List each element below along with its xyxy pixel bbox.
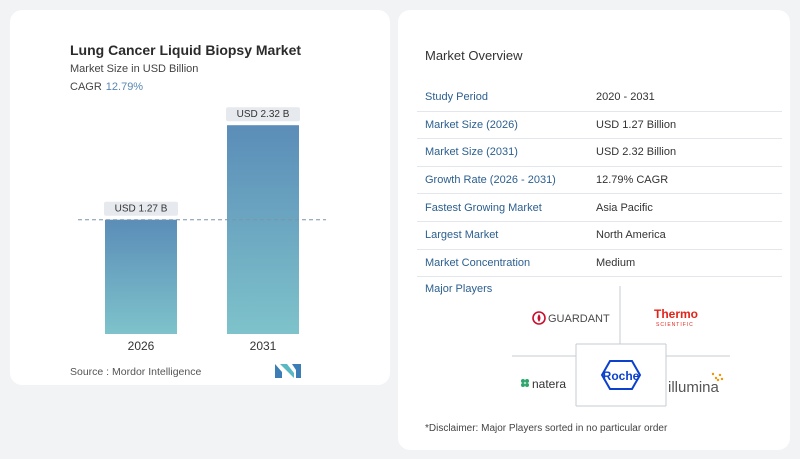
roche-wordmark: Roche (603, 369, 640, 383)
overview-row: Largest Market North America (417, 221, 782, 250)
overview-row: Growth Rate (2026 - 2031) 12.79% CAGR (417, 166, 782, 195)
data-label: USD 1.27 B (115, 204, 168, 215)
overview-row: Market Size (2026) USD 1.27 Billion (417, 111, 782, 140)
natera-dot-icon (525, 383, 529, 387)
natera-logo: natera (521, 377, 566, 391)
thermo-logo: Thermo SCIENTIFIC (654, 307, 698, 328)
data-label-bg (226, 107, 300, 122)
overview-key: Market Size (2031) (417, 138, 588, 167)
illumina-dot-icon (711, 372, 715, 376)
illumina-logo: illumina (668, 372, 724, 396)
source-note: Source : Mordor Intelligence (70, 366, 202, 378)
guardant-logo: GUARDANT (532, 311, 610, 325)
natera-wordmark: natera (532, 377, 566, 391)
cagr-label: CAGR (70, 81, 102, 93)
natera-dot-icon (521, 379, 525, 383)
roche-hexagon-icon (600, 360, 642, 390)
overview-table: Study Period 2020 - 2031 Market Size (2026… (417, 84, 782, 278)
overview-value: North America (588, 221, 782, 250)
chart-title: Lung Cancer Liquid Biopsy Market (70, 42, 302, 58)
thermo-subtitle: SCIENTIFIC (656, 322, 694, 328)
overview-key: Study Period (417, 84, 588, 112)
overview-value: USD 2.32 Billion (588, 138, 782, 167)
overview-row: Fastest Growing Market Asia Pacific (417, 193, 782, 222)
cagr-row: CAGR 12.79% (70, 81, 143, 93)
guardant-wordmark: GUARDANT (548, 313, 610, 325)
bar-chart: USD 1.27 B 2026 USD 2.32 B 2031 (78, 107, 326, 353)
overview-key: Growth Rate (2026 - 2031) (417, 166, 588, 195)
guardant-drop-icon (537, 314, 541, 322)
overview-value: 2020 - 2031 (588, 84, 782, 112)
overview-value: Medium (588, 249, 782, 278)
roche-logo: Roche (600, 360, 642, 390)
overview-row: Study Period 2020 - 2031 (417, 84, 782, 112)
overview-value: USD 1.27 Billion (588, 111, 782, 140)
chart-subtitle: Market Size in USD Billion (70, 63, 199, 75)
overview-key: Market Concentration (417, 249, 588, 278)
guardant-mark-icon (532, 311, 546, 325)
overview-key: Largest Market (417, 221, 588, 250)
illumina-dot-icon (716, 378, 720, 382)
major-players-title: Major Players (425, 283, 493, 295)
category-label: 2026 (128, 339, 155, 353)
overview-row: Market Size (2031) USD 2.32 Billion (417, 138, 782, 167)
thermo-wordmark: Thermo (654, 307, 698, 321)
overview-key: Fastest Growing Market (417, 193, 588, 222)
chart-card (10, 10, 390, 385)
illumina-dot-icon (720, 377, 724, 381)
overview-value: 12.79% CAGR (588, 166, 782, 195)
natera-dot-icon (521, 383, 525, 387)
data-label-bg (104, 201, 178, 216)
illumina-wordmark: illumina (668, 379, 720, 396)
illumina-dot-icon (718, 373, 722, 377)
data-label: USD 2.32 B (237, 109, 290, 120)
category-label: 2031 (250, 339, 277, 353)
natera-dot-icon (525, 379, 529, 383)
disclaimer: *Disclaimer: Major Players sorted in no … (425, 423, 668, 434)
bar-2026 (105, 219, 177, 334)
bar-2031 (227, 125, 299, 334)
mordor-intelligence-logo (275, 364, 301, 378)
illumina-dot-icon (714, 376, 718, 380)
overview-key: Market Size (2026) (417, 111, 588, 140)
overview-row: Market Concentration Medium (417, 249, 782, 278)
cagr-value: 12.79% (105, 81, 144, 93)
overview-value: Asia Pacific (588, 193, 782, 222)
overview-title: Market Overview (425, 48, 523, 63)
